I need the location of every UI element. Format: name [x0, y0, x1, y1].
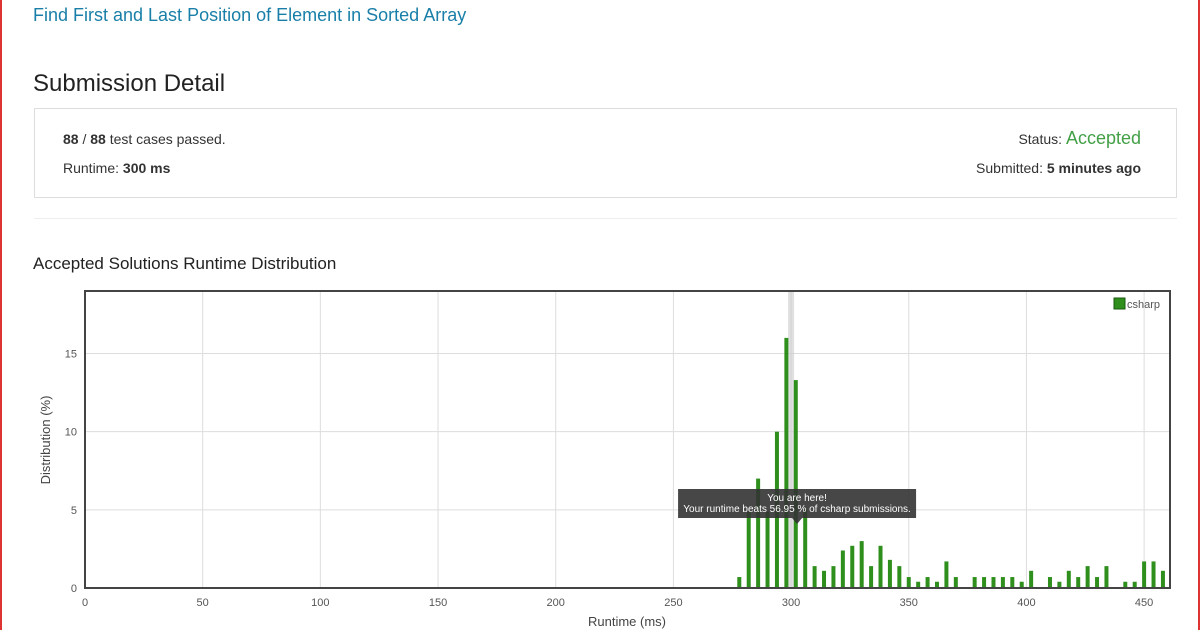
bar: [793, 380, 798, 588]
total: 88: [90, 131, 106, 147]
tooltip-arrow: [792, 518, 803, 524]
bar: [887, 559, 892, 588]
separator: /: [82, 131, 87, 147]
submitted: Submitted: 5 minutes ago: [976, 160, 1141, 176]
x-tick-label: 50: [197, 597, 209, 609]
bar: [1123, 581, 1128, 588]
bar: [1104, 566, 1109, 588]
bar: [822, 570, 827, 588]
passed: 88: [63, 131, 79, 147]
bar: [991, 577, 996, 588]
divider: [34, 218, 1177, 219]
x-tick-label: 0: [82, 597, 88, 609]
bar: [1066, 570, 1071, 588]
bar: [1076, 577, 1081, 588]
bar: [784, 337, 789, 588]
submitted-value: 5 minutes ago: [1046, 160, 1141, 176]
bar: [1095, 577, 1100, 588]
x-tick-label: 400: [1017, 597, 1035, 609]
bar: [972, 577, 977, 588]
y-tick-label: 10: [65, 427, 77, 439]
bar: [746, 511, 751, 588]
bar: [934, 581, 939, 588]
bar: [906, 577, 911, 588]
bar: [1029, 570, 1034, 588]
x-tick-label: 450: [1135, 597, 1153, 609]
bar: [840, 550, 845, 588]
x-tick-label: 200: [547, 597, 565, 609]
plot-border: [84, 290, 1171, 589]
bar: [756, 478, 761, 588]
x-tick-label: 250: [664, 597, 682, 609]
y-axis-label: Distribution (%): [38, 396, 53, 485]
problem-title[interactable]: Find First and Last Position of Element …: [33, 5, 467, 25]
bar: [1047, 577, 1052, 588]
passed-label: test cases passed.: [109, 131, 226, 147]
tooltip-text: You are here!: [767, 493, 827, 504]
bar: [850, 545, 855, 588]
bar: [897, 566, 902, 588]
y-tick-label: 0: [71, 583, 77, 595]
status: Status: Accepted: [1018, 128, 1141, 149]
bar: [1132, 581, 1137, 588]
bar: [1000, 577, 1005, 588]
detail-box: [34, 108, 1177, 198]
bar: [953, 577, 958, 588]
runtime: Runtime: 300 ms: [63, 160, 170, 176]
bar: [859, 541, 864, 588]
x-axis-label: Runtime (ms): [588, 614, 666, 629]
bar: [925, 577, 930, 588]
bar: [1010, 577, 1015, 588]
bar: [944, 561, 949, 588]
bar: [831, 566, 836, 588]
bar: [812, 566, 817, 588]
bar: [1019, 581, 1024, 588]
bar: [1151, 561, 1156, 588]
x-tick-label: 100: [311, 597, 329, 609]
bar: [916, 581, 921, 588]
bar: [982, 577, 987, 588]
tooltip-text: Your runtime beats 56.95 % of csharp sub…: [683, 504, 911, 515]
status-value: Accepted: [1065, 128, 1141, 148]
legend-label: csharp: [1127, 299, 1160, 311]
bar: [1160, 570, 1165, 588]
status-label: Status:: [1018, 131, 1063, 147]
bar: [737, 577, 742, 588]
test-cases: 88 / 88 test cases passed.: [63, 131, 226, 147]
plot-area: [85, 291, 1170, 588]
x-tick-label: 150: [429, 597, 447, 609]
x-tick-label: 300: [782, 597, 800, 609]
bar: [1085, 566, 1090, 588]
bar: [765, 511, 770, 588]
highlight-band: [788, 291, 795, 588]
x-tick-label: 350: [900, 597, 918, 609]
y-tick-label: 15: [65, 349, 77, 361]
y-tick-label: 5: [71, 505, 77, 517]
bar: [1057, 581, 1062, 588]
bar: [803, 509, 808, 588]
tooltip-box: [678, 489, 917, 518]
heading: Submission Detail: [33, 70, 226, 97]
bar: [1142, 561, 1147, 588]
legend-swatch: [1113, 297, 1126, 310]
bar: [878, 545, 883, 588]
submitted-label: Submitted:: [976, 160, 1043, 176]
runtime-value: 300 ms: [122, 160, 171, 176]
bar: [869, 566, 874, 588]
runtime-label: Runtime:: [63, 160, 120, 176]
chart-title: Accepted Solutions Runtime Distribution: [33, 254, 336, 273]
